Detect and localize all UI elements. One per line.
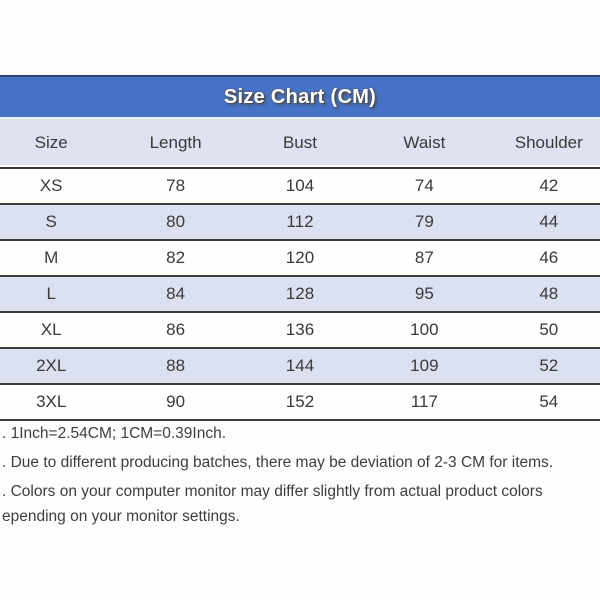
cell-bust: 112 — [286, 212, 314, 231]
table-row-m: M 82 120 87 46 — [0, 240, 600, 276]
cell-bust: 128 — [285, 284, 315, 303]
cell-shoulder: 54 — [539, 392, 559, 411]
size-chart-panel: Size Chart (CM) Size Length Bust Waist S… — [0, 75, 600, 421]
cell-bust: 120 — [285, 248, 315, 267]
cell-bust: 104 — [285, 176, 315, 195]
table-row-3xl: 3XL 90 152 117 54 — [0, 384, 600, 420]
table-row-2xl: 2XL 88 144 109 52 — [0, 348, 600, 384]
header-cell-waist: Waist — [362, 119, 487, 169]
cell-waist: 79 — [414, 212, 434, 231]
cell-waist: 87 — [414, 248, 434, 267]
cell-shoulder: 50 — [539, 320, 559, 339]
note-deviation: . Due to different producing batches, th… — [2, 454, 554, 471]
cell-waist: 74 — [414, 176, 434, 195]
cell-waist: 100 — [410, 320, 439, 339]
cell-length: 80 — [166, 212, 186, 231]
header-cell-length: Length — [113, 119, 238, 169]
cell-size: 2XL — [36, 356, 67, 375]
table-row-xl: XL 86 136 100 50 — [0, 312, 600, 348]
size-chart-title: Size Chart (CM) — [223, 85, 377, 108]
cell-length: 78 — [166, 176, 186, 195]
cell-length: 84 — [166, 284, 186, 303]
table-row-xs: XS 78 104 74 42 — [0, 168, 600, 204]
size-chart-table: Size Length Bust Waist Shoulder XS 78 10… — [0, 119, 600, 421]
header-cell-size: Size — [0, 119, 114, 169]
cell-bust: 144 — [285, 356, 315, 375]
cell-size: L — [46, 284, 56, 303]
note-inch-conversion: . 1Inch=2.54CM; 1CM=0.39Inch. — [2, 425, 227, 442]
cell-bust: 152 — [285, 392, 315, 411]
table-row-l: L 84 128 95 48 — [0, 276, 600, 312]
cell-size: S — [45, 212, 57, 231]
cell-shoulder: 48 — [539, 284, 559, 303]
cell-size: 3XL — [36, 392, 67, 411]
cell-length: 86 — [166, 320, 186, 339]
cell-length: 90 — [166, 392, 186, 411]
cell-size: XS — [39, 176, 63, 195]
cell-size: M — [44, 248, 59, 267]
cell-waist: 117 — [410, 392, 438, 411]
cell-waist: 109 — [410, 356, 439, 375]
note-monitor-colors: . Colors on your computer monitor may di… — [2, 483, 543, 500]
table-header-row: Size Length Bust Waist Shoulder — [0, 119, 600, 169]
cell-shoulder: 44 — [539, 212, 559, 231]
header-cell-shoulder: Shoulder — [486, 119, 600, 169]
cell-waist: 95 — [414, 284, 434, 303]
cell-shoulder: 52 — [539, 356, 559, 375]
cell-length: 82 — [166, 248, 186, 267]
cell-shoulder: 46 — [539, 248, 559, 267]
header-cell-bust: Bust — [237, 119, 363, 169]
cell-bust: 136 — [285, 320, 315, 339]
cell-length: 88 — [166, 356, 186, 375]
table-row-s: S 80 112 79 44 — [0, 204, 600, 240]
size-chart-title-bar: Size Chart (CM) — [0, 75, 600, 119]
cell-size: XL — [40, 320, 62, 339]
cell-shoulder: 42 — [539, 176, 559, 195]
care-notes: . 1Inch=2.54CM; 1CM=0.39Inch. . Due to d… — [2, 423, 600, 527]
note-monitor-colors-continued: epending on your monitor settings. — [2, 508, 240, 525]
